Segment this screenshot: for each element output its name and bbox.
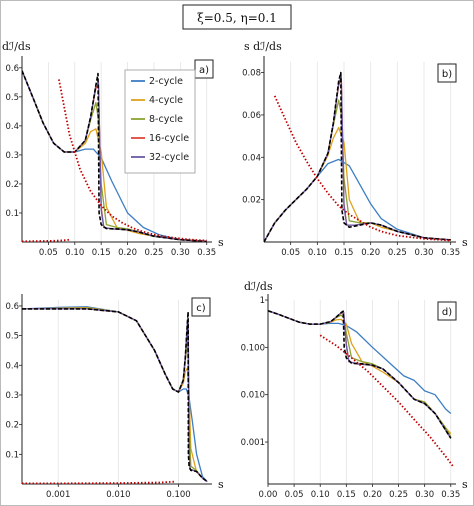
panel-label: c): [191, 297, 211, 317]
series-line-dotted: [319, 334, 455, 468]
x-tick-label: 0.001: [46, 490, 70, 500]
y-tick-label: 0.4: [5, 361, 19, 371]
x-tick-label: 0.35: [441, 248, 460, 258]
x-tick-label: 0.15: [337, 490, 356, 500]
series-line-dotted: [22, 238, 70, 242]
series-group: [22, 306, 208, 484]
series-group: [268, 310, 455, 468]
y-tick-label: 0.6: [5, 302, 19, 312]
y-tick-label: 0.2: [5, 180, 19, 190]
y-tick-label: 0.5: [5, 93, 19, 103]
panel-label: d): [437, 301, 457, 321]
y-tick-label: 0.001: [241, 438, 265, 448]
x-tick-label: 0.20: [118, 248, 137, 258]
x-axis-label: s: [218, 236, 224, 249]
legend-label: 16-cycle: [149, 133, 189, 144]
panel-label-text: b): [442, 69, 452, 80]
legend-label: 32-cycle: [149, 152, 189, 163]
x-tick-label: 0.25: [389, 490, 408, 500]
x-tick-label: 0.25: [388, 248, 407, 258]
x-tick-label: 0.15: [335, 248, 354, 258]
x-axis-label: s: [218, 478, 224, 491]
y-tick-label: 0.6: [5, 64, 19, 74]
series-line-dashed: [22, 308, 208, 483]
y-tick-label: 0.100: [241, 343, 265, 353]
y-tick-label: 0.02: [242, 196, 261, 206]
panel-label-text: d): [442, 307, 452, 318]
panel-label-box: [194, 59, 214, 79]
x-tick-label: 0.35: [197, 248, 216, 258]
panel-b: 0.05 0.10 0.15 0.20 0.25 0.30 0.35 0.02 0.04 0.06…: [242, 40, 468, 258]
y-axis-label: dℐ/ds: [244, 280, 273, 293]
x-tick-label: 0.010: [106, 490, 130, 500]
y-tick-label: 0.08: [242, 69, 261, 79]
x-tick-label: 0.25: [144, 248, 163, 258]
panel-label-box: [437, 63, 457, 83]
x-tick-label: 0.00: [259, 490, 278, 500]
panel-d: 0.00 0.05 0.10 0.15 0.20 0.25 0.30 0.35 0.001 0.0…: [241, 280, 468, 500]
y-tick-label: 0.5: [5, 332, 19, 342]
x-tick-label: 0.30: [171, 248, 190, 258]
y-axis-label: dℐ/ds: [2, 40, 31, 53]
series-group: [22, 70, 207, 242]
series-line-dashed: [268, 310, 452, 439]
y-tick-label: 0.1: [5, 209, 19, 219]
x-tick-label: 0.100: [166, 490, 190, 500]
y-tick-label: 0.3: [5, 151, 19, 161]
series-line-dotted: [58, 79, 207, 242]
y-tick-label: 0.4: [5, 122, 19, 132]
legend-label: 4-cycle: [149, 95, 183, 106]
y-tick-label: 0.2: [5, 421, 19, 431]
x-tick-label: 0.05: [39, 248, 58, 258]
series-line-dotted: [22, 480, 176, 484]
x-tick-label: 0.05: [281, 248, 300, 258]
x-axis-label: s: [462, 478, 468, 491]
panel-label-box: [191, 297, 211, 317]
title-box: [182, 4, 292, 30]
x-tick-label: 0.10: [311, 490, 330, 500]
y-tick-label: 0.010: [241, 391, 265, 401]
figure-title: ξ=0.5, η=0.1: [182, 4, 292, 30]
x-tick-label: 0.05: [285, 490, 304, 500]
x-tick-label: 0.35: [441, 490, 460, 500]
legend-box: [124, 69, 196, 174]
y-tick-label: 0.3: [5, 391, 19, 401]
panel-c: 0.001 0.010 0.100 0.1 0.2 0.3 0.4 0.5 0.6 s c): [5, 294, 224, 500]
panel-label-text: a): [199, 65, 209, 76]
x-tick-label: 0.20: [361, 248, 380, 258]
y-tick-label: 0.04: [242, 153, 261, 163]
x-tick-label: 0.30: [415, 248, 434, 258]
title-text: ξ=0.5, η=0.1: [197, 11, 277, 25]
x-tick-label: 0.30: [415, 490, 434, 500]
series-line-dashed: [264, 71, 451, 242]
legend-label: 8-cycle: [149, 114, 183, 125]
series-group: [264, 71, 451, 242]
legend-label: 2-cycle: [149, 76, 183, 87]
y-tick-label: 1: [260, 296, 265, 306]
x-axis-label: s: [462, 236, 468, 249]
y-tick-label: 0.06: [242, 111, 261, 121]
panel-label: b): [437, 63, 457, 83]
panel-label: a): [194, 59, 214, 79]
legend: 2-cycle 4-cycle 8-cycle 16-cycle 32-cycle: [124, 69, 196, 174]
x-tick-label: 0.10: [308, 248, 327, 258]
x-tick-label: 0.10: [65, 248, 84, 258]
y-tick-label: 0.1: [5, 450, 19, 460]
x-tick-label: 0.15: [92, 248, 111, 258]
panel-label-text: c): [196, 303, 205, 314]
panel-label-box: [437, 301, 457, 321]
y-axis-label: s dℐ/ds: [244, 40, 282, 53]
series-line-dashed: [22, 70, 207, 242]
x-tick-label: 0.20: [363, 490, 382, 500]
